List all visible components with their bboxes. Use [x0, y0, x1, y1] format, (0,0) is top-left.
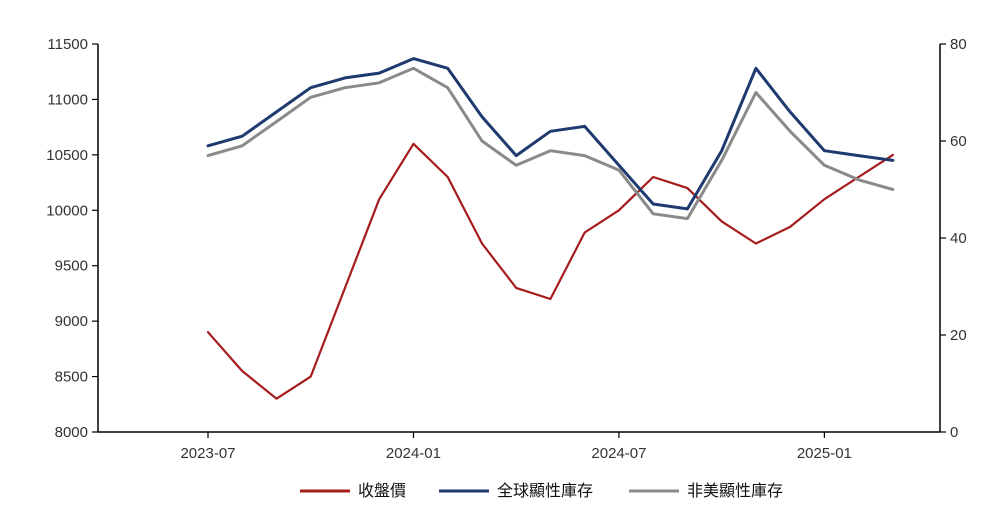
- y-left-tick-label: 8500: [55, 369, 88, 386]
- series-line-2: [206, 66, 895, 221]
- legend: 收盤價 全球顯性庫存 非美顯性庫存: [300, 482, 783, 500]
- y-left-tick-label: 10500: [46, 147, 88, 164]
- x-tick-label: 2024-07: [591, 445, 646, 462]
- y-right-tick-label: 40: [950, 230, 967, 247]
- y-left-tick-label: 8000: [55, 424, 88, 441]
- tick-layer: 11500 11000 10500 10000 9500 9000 8500 8000 80 60…: [46, 36, 966, 462]
- y-left-tick-label: 10000: [46, 202, 88, 219]
- legend-label-2: 非美顯性庫存: [687, 482, 783, 500]
- y-left-tick-label: 9500: [55, 258, 88, 275]
- series-line-1: [206, 57, 895, 211]
- y-left-tick-label: 11000: [47, 91, 88, 108]
- y-right-tick-label: 60: [950, 133, 967, 150]
- series-layer: [206, 57, 895, 400]
- y-left-tick-label: 11500: [47, 36, 88, 53]
- x-tick-label: 2024-01: [386, 445, 441, 462]
- x-tick-label: 2023-07: [180, 445, 235, 462]
- y-right-tick-label: 80: [950, 36, 967, 53]
- y-right-tick-label: 20: [950, 327, 967, 344]
- legend-label-1: 全球顯性庫存: [497, 482, 593, 500]
- legend-label-0: 收盤價: [358, 482, 406, 500]
- series-line-0: [206, 142, 894, 400]
- y-left-tick-label: 9000: [55, 313, 88, 330]
- x-tick-label: 2025-01: [797, 445, 852, 462]
- y-right-tick-label: 0: [950, 424, 958, 441]
